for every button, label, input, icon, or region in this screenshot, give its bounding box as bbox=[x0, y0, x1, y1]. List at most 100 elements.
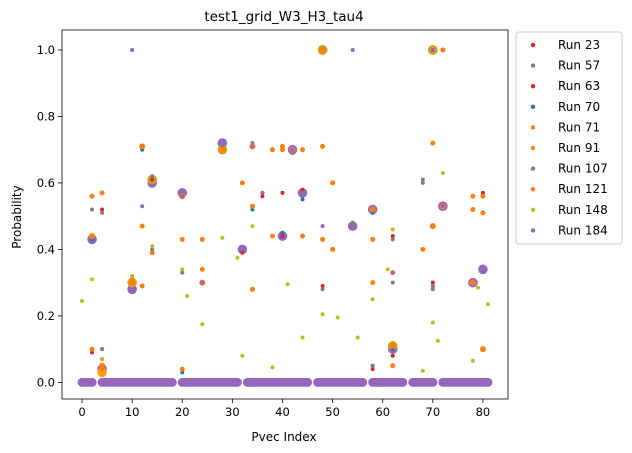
point-run-184 bbox=[130, 47, 135, 52]
point-run-91 bbox=[420, 246, 426, 252]
point-run-121 bbox=[469, 279, 476, 286]
point-run-71 bbox=[179, 236, 185, 242]
point-run-91 bbox=[300, 233, 306, 239]
point-run-184 bbox=[300, 190, 305, 195]
point-run-107 bbox=[370, 363, 375, 368]
point-run-23 bbox=[100, 207, 105, 212]
y-tick-label: 0.6 bbox=[37, 176, 55, 190]
point-run-57 bbox=[390, 237, 395, 242]
point-run-71 bbox=[440, 47, 446, 53]
zero-marker bbox=[398, 377, 408, 387]
y-tick-label: 0.4 bbox=[37, 242, 55, 256]
point-run-184 bbox=[430, 47, 435, 52]
x-tick-label: 20 bbox=[175, 405, 190, 419]
point-run-148 bbox=[440, 170, 445, 175]
point-run-71 bbox=[139, 223, 145, 229]
legend-label: Run 63 bbox=[558, 79, 600, 93]
point-run-121 bbox=[369, 206, 376, 213]
point-run-184 bbox=[250, 144, 255, 149]
point-run-71 bbox=[480, 193, 486, 199]
point-run-71 bbox=[89, 193, 95, 199]
legend-label: Run 148 bbox=[558, 203, 608, 217]
legend-marker bbox=[530, 84, 536, 89]
point-run-148 bbox=[300, 335, 305, 340]
point-run-148 bbox=[470, 358, 475, 363]
point-run-121 bbox=[129, 279, 136, 286]
legend-label: Run 107 bbox=[558, 162, 608, 176]
legend-box bbox=[515, 31, 623, 245]
point-run-71 bbox=[330, 180, 336, 186]
x-tick-label: 40 bbox=[275, 405, 290, 419]
point-run-148 bbox=[100, 357, 105, 362]
point-run-91 bbox=[89, 346, 95, 352]
legend-marker bbox=[530, 187, 536, 192]
zero-marker bbox=[167, 377, 177, 387]
point-run-148 bbox=[335, 315, 340, 320]
point-run-148 bbox=[220, 235, 225, 240]
point-run-107 bbox=[180, 270, 185, 275]
point-run-148 bbox=[320, 312, 325, 317]
point-run-148 bbox=[355, 335, 360, 340]
x-tick-label: 0 bbox=[78, 405, 85, 419]
zero-marker bbox=[428, 377, 438, 387]
point-run-184 bbox=[140, 204, 145, 209]
point-run-71 bbox=[269, 147, 275, 153]
point-run-121 bbox=[479, 346, 486, 353]
point-run-91 bbox=[269, 233, 275, 239]
point-run-107 bbox=[390, 280, 395, 285]
large-marker bbox=[127, 284, 137, 295]
point-run-121 bbox=[429, 223, 436, 230]
point-run-148 bbox=[200, 322, 205, 327]
point-run-148 bbox=[285, 282, 290, 287]
x-axis-label: Pvec Index bbox=[251, 430, 316, 444]
zero-marker bbox=[358, 377, 368, 387]
point-run-148 bbox=[420, 368, 425, 373]
point-run-23 bbox=[150, 177, 155, 182]
point-run-184 bbox=[290, 147, 295, 152]
point-run-91 bbox=[390, 363, 396, 369]
point-run-57 bbox=[300, 194, 305, 199]
point-run-148 bbox=[485, 302, 490, 307]
point-run-148 bbox=[90, 277, 95, 282]
point-run-91 bbox=[330, 246, 336, 252]
point-run-71 bbox=[320, 143, 326, 149]
point-run-70 bbox=[300, 197, 305, 202]
legend-marker bbox=[530, 63, 536, 68]
point-run-148 bbox=[150, 244, 155, 249]
large-marker bbox=[97, 367, 107, 378]
point-run-23 bbox=[480, 190, 485, 195]
point-run-121 bbox=[219, 146, 226, 153]
point-run-184 bbox=[260, 190, 265, 195]
point-run-63 bbox=[280, 234, 285, 239]
y-tick-label: 0.0 bbox=[37, 375, 55, 389]
point-run-91 bbox=[179, 366, 185, 372]
point-run-148 bbox=[430, 320, 435, 325]
point-run-91 bbox=[279, 143, 285, 149]
zero-marker bbox=[232, 377, 242, 387]
point-run-63 bbox=[370, 367, 375, 372]
point-run-57 bbox=[420, 177, 425, 182]
point-run-91 bbox=[139, 283, 145, 289]
legend-marker bbox=[530, 104, 536, 110]
point-run-63 bbox=[320, 283, 325, 288]
point-run-71 bbox=[470, 193, 476, 199]
point-run-91 bbox=[480, 210, 486, 216]
point-run-23 bbox=[280, 190, 285, 195]
point-run-57 bbox=[430, 287, 435, 292]
point-run-71 bbox=[99, 190, 105, 196]
point-run-148 bbox=[390, 227, 395, 232]
legend-label: Run 71 bbox=[558, 120, 600, 134]
point-run-121 bbox=[99, 362, 106, 369]
legend-marker bbox=[530, 125, 536, 130]
point-run-23 bbox=[430, 280, 435, 285]
point-run-71 bbox=[370, 236, 376, 242]
point-run-148 bbox=[180, 267, 185, 272]
data-points bbox=[77, 45, 493, 387]
x-tick-label: 30 bbox=[225, 405, 240, 419]
zero-marker bbox=[483, 377, 493, 387]
point-run-57 bbox=[350, 224, 355, 229]
point-run-148 bbox=[435, 338, 440, 343]
point-run-57 bbox=[150, 174, 155, 179]
point-run-23 bbox=[260, 194, 265, 199]
